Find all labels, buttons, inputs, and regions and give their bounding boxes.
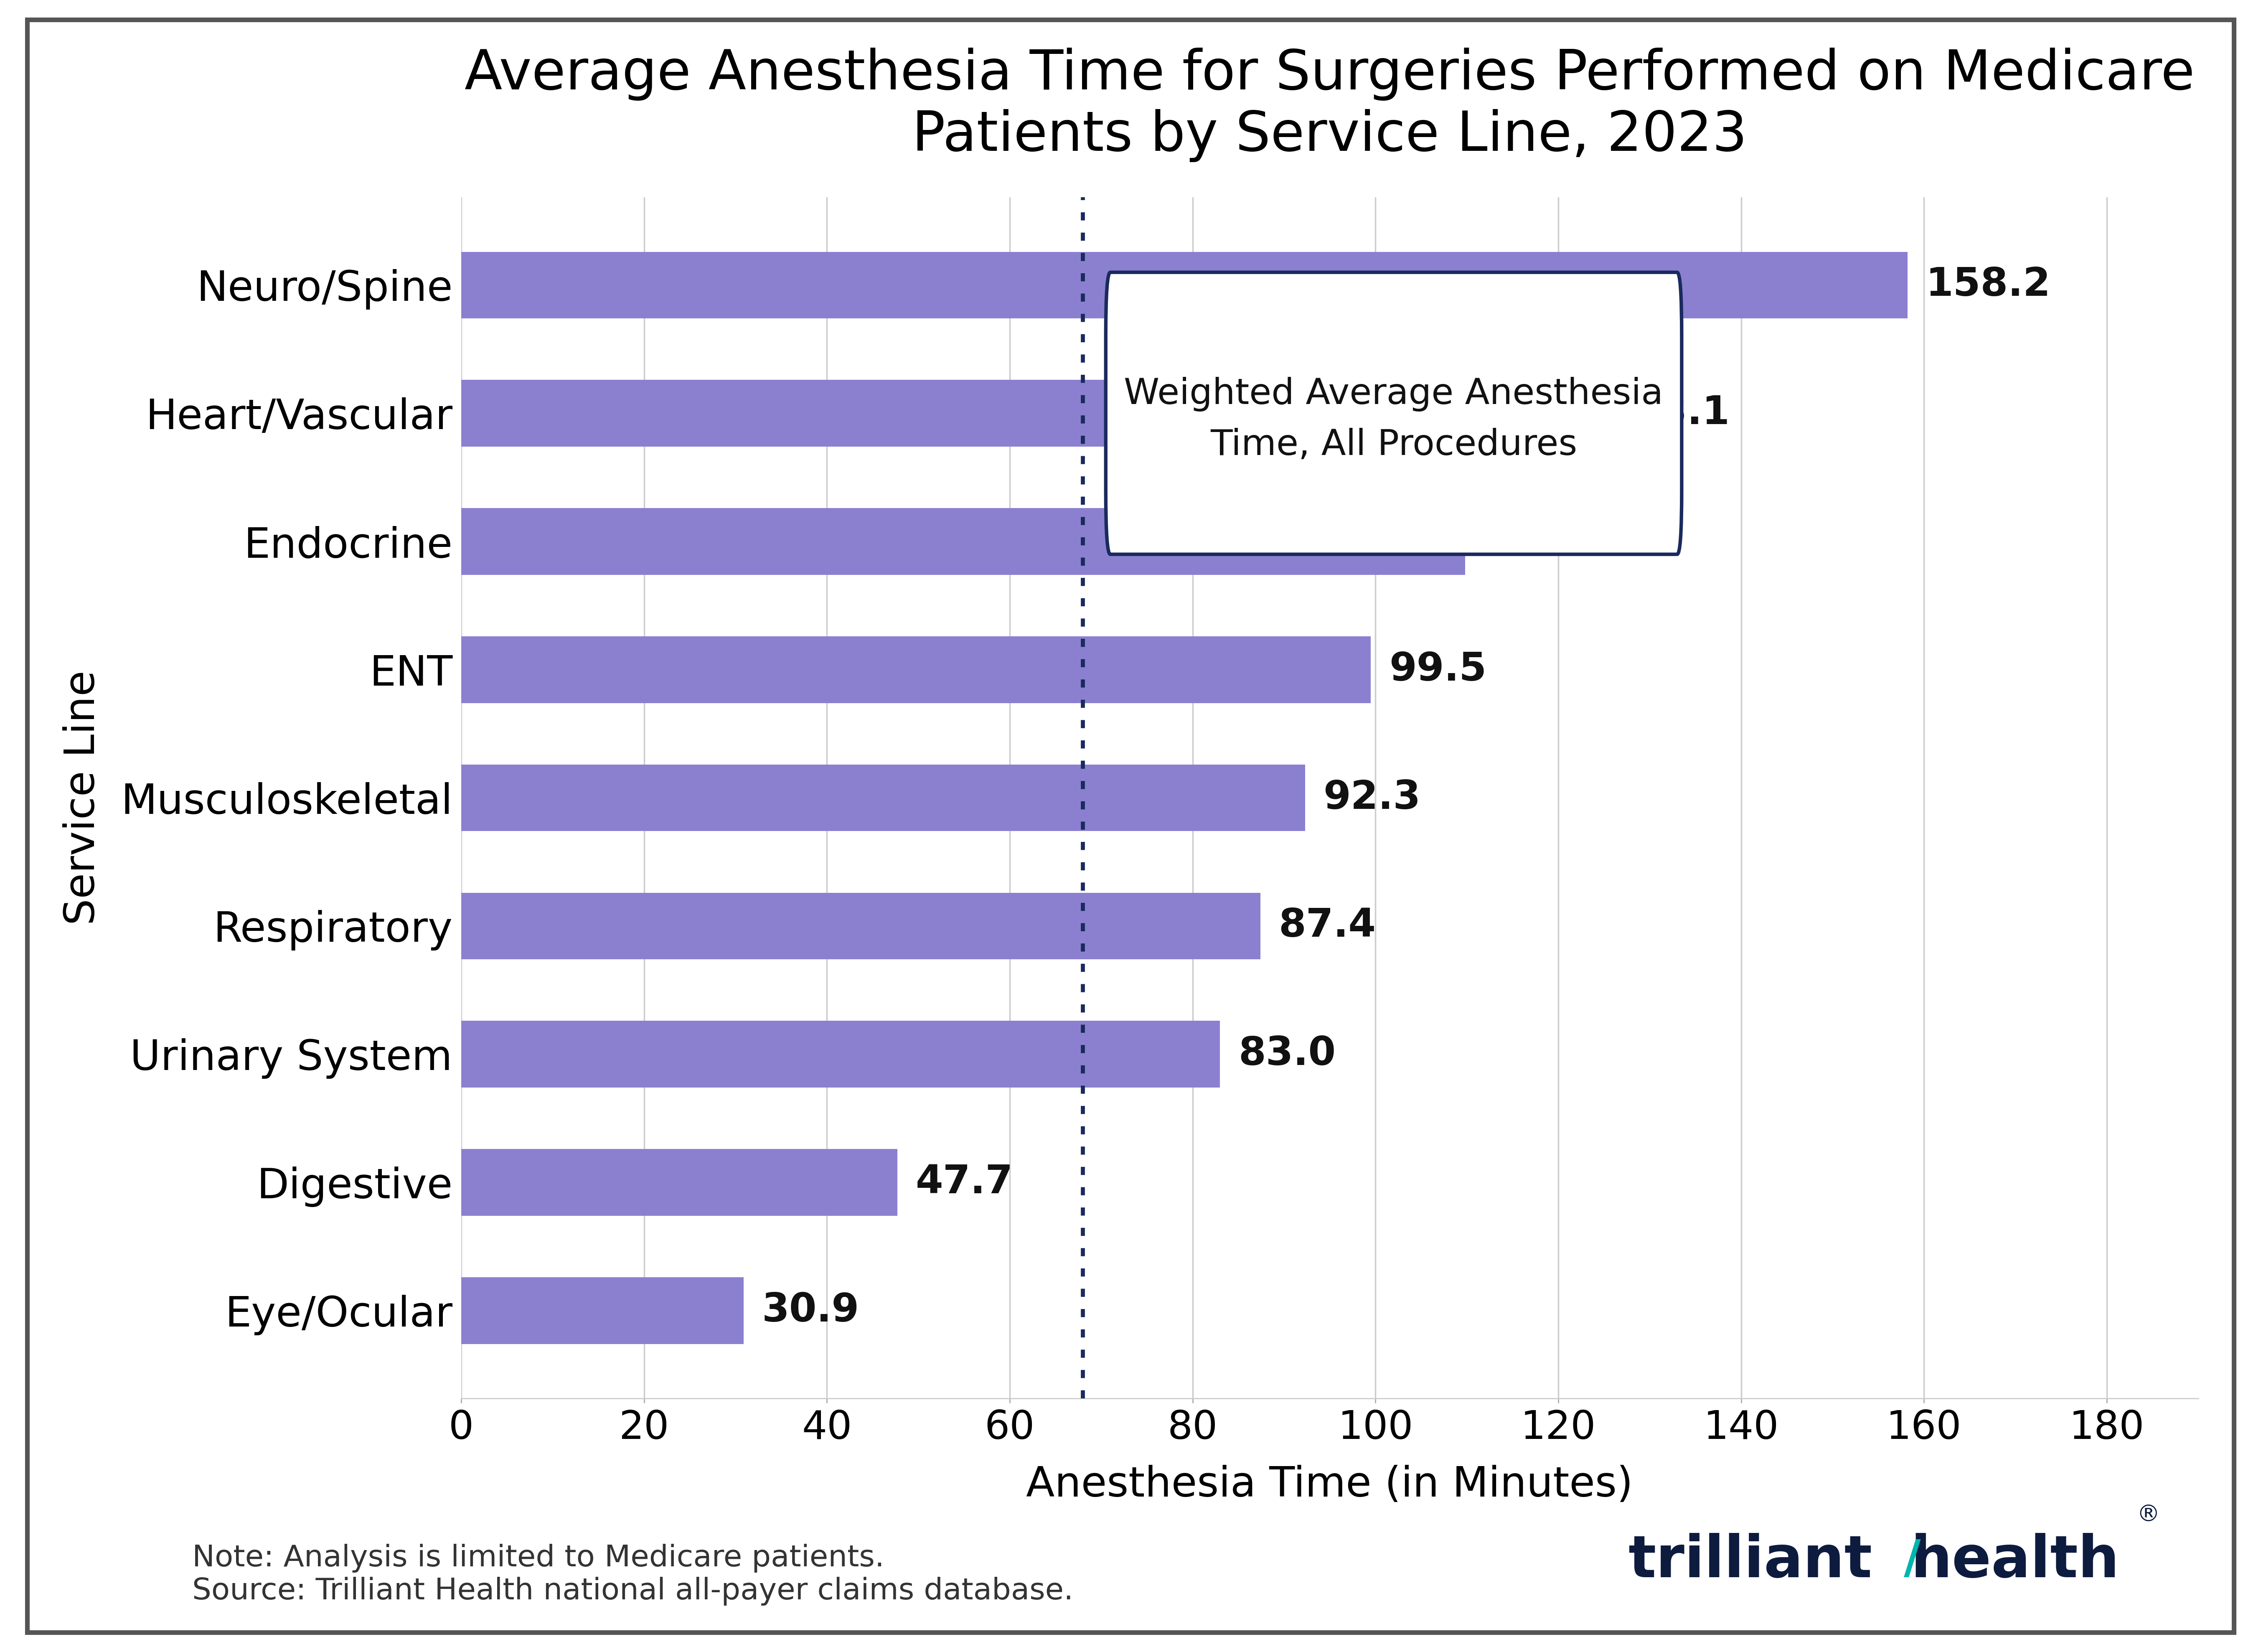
- Text: 158.2: 158.2: [1926, 266, 2051, 304]
- X-axis label: Anesthesia Time (in Minutes): Anesthesia Time (in Minutes): [1026, 1465, 1632, 1505]
- Bar: [461, 380, 1587, 446]
- Bar: [461, 251, 1908, 319]
- Bar: [461, 1150, 898, 1216]
- Bar: [461, 509, 1465, 575]
- Bar: [461, 892, 1259, 960]
- Text: /: /: [1904, 1538, 1922, 1583]
- Text: 87.4: 87.4: [1277, 907, 1377, 945]
- Text: Weighted Average Anesthesia
Time, All Procedures: Weighted Average Anesthesia Time, All Pr…: [1124, 377, 1664, 463]
- Text: health: health: [1911, 1533, 2119, 1589]
- Y-axis label: Service Line: Service Line: [63, 671, 104, 925]
- Text: trilliant: trilliant: [1628, 1533, 1872, 1589]
- Text: 109.8: 109.8: [1483, 522, 1608, 560]
- Text: 123.1: 123.1: [1605, 395, 1730, 433]
- Text: 92.3: 92.3: [1323, 778, 1420, 818]
- Text: 30.9: 30.9: [762, 1292, 859, 1330]
- Text: 47.7: 47.7: [916, 1163, 1013, 1201]
- FancyBboxPatch shape: [1106, 273, 1682, 555]
- Title: Average Anesthesia Time for Surgeries Performed on Medicare
Patients by Service : Average Anesthesia Time for Surgeries Pe…: [466, 48, 2195, 162]
- Text: 83.0: 83.0: [1239, 1036, 1336, 1074]
- Bar: [461, 765, 1305, 831]
- Bar: [461, 1277, 744, 1343]
- Text: ®: ®: [2137, 1503, 2159, 1526]
- Text: Source: Trilliant Health national all-payer claims database.: Source: Trilliant Health national all-pa…: [192, 1578, 1074, 1606]
- Text: Note: Analysis is limited to Medicare patients.: Note: Analysis is limited to Medicare pa…: [192, 1545, 884, 1573]
- Text: 99.5: 99.5: [1388, 651, 1485, 689]
- Bar: [461, 1021, 1221, 1087]
- Bar: [461, 636, 1370, 704]
